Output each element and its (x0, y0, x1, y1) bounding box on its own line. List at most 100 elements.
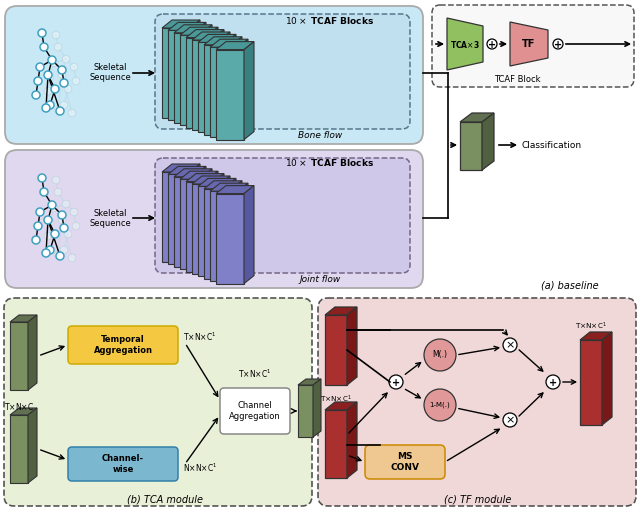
Circle shape (424, 389, 456, 421)
Polygon shape (460, 122, 482, 170)
Circle shape (32, 91, 40, 99)
Circle shape (40, 43, 48, 51)
Circle shape (503, 338, 517, 352)
Circle shape (58, 66, 66, 74)
Text: Sequence: Sequence (89, 74, 131, 82)
Polygon shape (232, 181, 242, 279)
Polygon shape (298, 385, 313, 437)
Text: (c) TF module: (c) TF module (444, 495, 512, 505)
Circle shape (40, 188, 48, 196)
Circle shape (58, 216, 66, 224)
Polygon shape (220, 32, 230, 130)
Polygon shape (10, 415, 28, 483)
Circle shape (54, 188, 62, 196)
Polygon shape (238, 39, 248, 137)
Circle shape (60, 79, 68, 87)
Text: Skeletal: Skeletal (93, 208, 127, 218)
Polygon shape (198, 42, 226, 133)
Circle shape (70, 208, 78, 216)
Text: Joint flow: Joint flow (300, 275, 340, 285)
Text: $10\times$ TCAF Blocks: $10\times$ TCAF Blocks (285, 158, 374, 168)
Circle shape (44, 87, 52, 95)
Polygon shape (244, 186, 254, 284)
Circle shape (68, 109, 76, 117)
Polygon shape (162, 20, 200, 28)
Circle shape (64, 230, 72, 238)
Text: MS
CONV: MS CONV (390, 452, 419, 472)
Circle shape (60, 246, 68, 254)
Circle shape (52, 176, 60, 184)
Circle shape (553, 39, 563, 49)
Circle shape (64, 85, 72, 93)
Polygon shape (325, 410, 347, 478)
Circle shape (54, 251, 62, 259)
Polygon shape (180, 35, 208, 125)
Circle shape (60, 224, 68, 232)
Polygon shape (10, 408, 37, 415)
Polygon shape (244, 41, 254, 140)
Text: (a) baseline: (a) baseline (541, 280, 599, 290)
Polygon shape (580, 332, 612, 340)
Polygon shape (186, 182, 214, 271)
Circle shape (50, 59, 58, 67)
Circle shape (503, 413, 517, 427)
Circle shape (389, 375, 403, 389)
Polygon shape (192, 32, 230, 40)
Polygon shape (347, 402, 357, 478)
Text: T$\times$N$\times$C: T$\times$N$\times$C (4, 401, 34, 412)
Polygon shape (174, 169, 212, 177)
Polygon shape (204, 181, 242, 189)
Text: +: + (549, 377, 557, 388)
Text: T$\times$N$\times$C$^1$: T$\times$N$\times$C$^1$ (320, 394, 352, 405)
Polygon shape (186, 37, 214, 127)
Circle shape (62, 200, 70, 208)
Circle shape (44, 71, 52, 79)
Text: +: + (554, 39, 562, 50)
Polygon shape (196, 23, 206, 120)
Circle shape (38, 29, 46, 37)
Circle shape (44, 232, 52, 240)
Polygon shape (168, 23, 206, 30)
Text: TCA$\times$3: TCA$\times$3 (450, 38, 480, 50)
Circle shape (38, 174, 46, 182)
Polygon shape (325, 402, 357, 410)
Text: Skeletal: Skeletal (93, 63, 127, 73)
Text: ×: × (506, 340, 515, 351)
Circle shape (68, 254, 76, 262)
Polygon shape (216, 41, 254, 50)
FancyBboxPatch shape (155, 158, 410, 273)
Polygon shape (313, 379, 321, 437)
Polygon shape (180, 171, 218, 179)
Polygon shape (226, 178, 236, 276)
Polygon shape (198, 186, 226, 276)
Circle shape (72, 222, 80, 230)
Polygon shape (204, 37, 242, 45)
Text: TCAF Block: TCAF Block (493, 75, 540, 83)
Polygon shape (198, 178, 236, 186)
Circle shape (46, 218, 54, 226)
Circle shape (56, 107, 64, 115)
Circle shape (32, 236, 40, 244)
FancyBboxPatch shape (4, 298, 312, 506)
Circle shape (51, 230, 59, 238)
Text: $10\times$ TCAF Blocks: $10\times$ TCAF Blocks (285, 14, 374, 26)
Text: (b) TCA module: (b) TCA module (127, 495, 203, 505)
Polygon shape (347, 307, 357, 385)
Circle shape (58, 71, 66, 79)
Circle shape (487, 39, 497, 49)
Polygon shape (204, 45, 232, 135)
Circle shape (54, 106, 62, 114)
Text: Temporal
Aggregation: Temporal Aggregation (93, 335, 152, 355)
Circle shape (48, 201, 56, 209)
FancyBboxPatch shape (68, 447, 178, 481)
Text: T$\times$N$\times$C$^1$: T$\times$N$\times$C$^1$ (183, 331, 216, 343)
Circle shape (34, 77, 42, 85)
Text: N$\times$N$\times$C$^1$: N$\times$N$\times$C$^1$ (183, 462, 218, 474)
Text: Classification: Classification (522, 140, 582, 150)
FancyBboxPatch shape (220, 388, 290, 434)
Polygon shape (28, 408, 37, 483)
Polygon shape (196, 166, 206, 264)
Polygon shape (198, 34, 236, 42)
Text: +: + (488, 39, 496, 50)
FancyBboxPatch shape (5, 6, 423, 144)
